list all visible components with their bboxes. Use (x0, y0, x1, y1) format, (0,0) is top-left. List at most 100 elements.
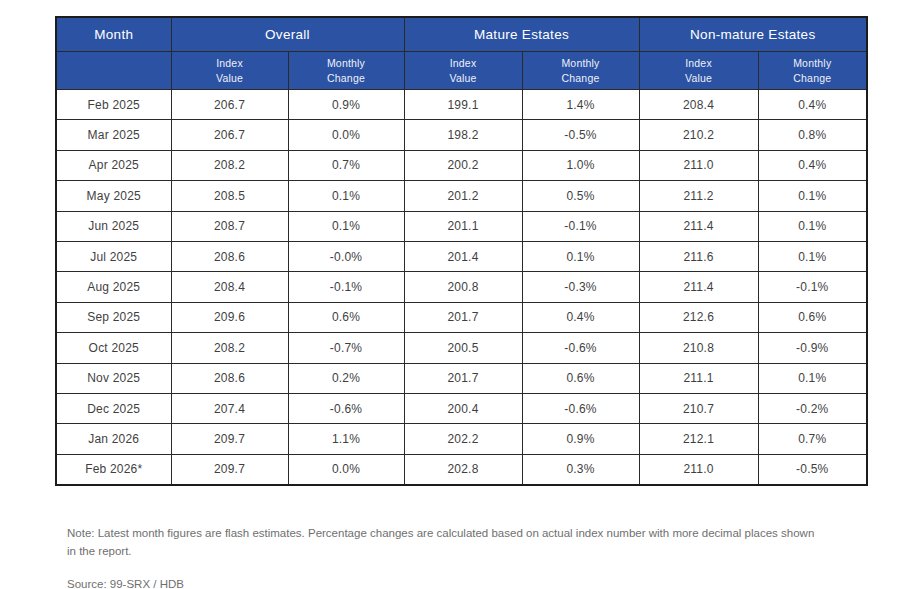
value-cell: 202.2 (404, 424, 522, 454)
value-cell: -0.3% (522, 272, 639, 302)
table-row: Feb 2025206.70.9%199.11.4%208.40.4% (56, 90, 867, 120)
header-overall-change: Monthly Change (288, 52, 404, 90)
footnotes: Note: Latest month figures are flash est… (67, 525, 868, 589)
value-cell: 211.0 (639, 150, 758, 180)
value-cell: 209.6 (171, 302, 288, 332)
value-cell: 200.4 (404, 393, 522, 423)
value-cell: 0.1% (288, 181, 404, 211)
value-cell: 211.4 (639, 211, 758, 241)
value-cell: -0.5% (758, 454, 867, 485)
value-cell: 0.0% (288, 120, 404, 150)
value-cell: 209.7 (171, 454, 288, 485)
value-cell: 0.9% (522, 424, 639, 454)
value-cell: 210.2 (639, 120, 758, 150)
value-cell: 208.6 (171, 241, 288, 271)
value-cell: 206.7 (171, 90, 288, 120)
value-cell: -0.9% (758, 333, 867, 363)
value-cell: 208.2 (171, 333, 288, 363)
value-cell: 0.8% (758, 120, 867, 150)
value-cell: -0.1% (288, 272, 404, 302)
value-cell: -0.7% (288, 333, 404, 363)
value-cell: 210.8 (639, 333, 758, 363)
value-cell: -0.5% (522, 120, 639, 150)
value-cell: -0.6% (522, 393, 639, 423)
month-cell: Dec 2025 (56, 393, 171, 423)
value-cell: 200.8 (404, 272, 522, 302)
value-cell: 1.1% (288, 424, 404, 454)
value-cell: 0.6% (758, 302, 867, 332)
value-cell: 200.2 (404, 150, 522, 180)
report-page: Month Overall Mature Estates Non-mature … (55, 16, 868, 589)
value-cell: 198.2 (404, 120, 522, 150)
value-cell: 211.2 (639, 181, 758, 211)
table-body: Feb 2025206.70.9%199.11.4%208.40.4%Mar 2… (56, 90, 867, 486)
table-row: Jun 2025208.70.1%201.1-0.1%211.40.1% (56, 211, 867, 241)
value-cell: 0.9% (288, 90, 404, 120)
value-cell: 0.6% (288, 302, 404, 332)
month-cell: Jul 2025 (56, 241, 171, 271)
header-group-mature: Mature Estates (404, 17, 639, 52)
month-cell: Jan 2026 (56, 424, 171, 454)
value-cell: 0.7% (758, 424, 867, 454)
value-cell: 208.4 (171, 272, 288, 302)
header-group-nonmature: Non-mature Estates (639, 17, 867, 52)
value-cell: -0.6% (288, 393, 404, 423)
table-row: Sep 2025209.60.6%201.70.4%212.60.6% (56, 302, 867, 332)
value-cell: 0.1% (758, 181, 867, 211)
value-cell: 199.1 (404, 90, 522, 120)
value-cell: -0.2% (758, 393, 867, 423)
value-cell: 211.6 (639, 241, 758, 271)
value-cell: 0.4% (522, 302, 639, 332)
header-month: Month (56, 17, 171, 52)
value-cell: 208.6 (171, 363, 288, 393)
month-cell: Feb 2025 (56, 90, 171, 120)
value-cell: 0.1% (288, 211, 404, 241)
header-group-overall: Overall (171, 17, 404, 52)
month-cell: Oct 2025 (56, 333, 171, 363)
value-cell: 200.5 (404, 333, 522, 363)
header-month-spacer (56, 52, 171, 90)
value-cell: 208.7 (171, 211, 288, 241)
value-cell: 210.7 (639, 393, 758, 423)
value-cell: 206.7 (171, 120, 288, 150)
value-cell: -0.1% (758, 272, 867, 302)
value-cell: -0.6% (522, 333, 639, 363)
month-cell: May 2025 (56, 181, 171, 211)
value-cell: 201.2 (404, 181, 522, 211)
value-cell: 202.8 (404, 454, 522, 485)
value-cell: 211.0 (639, 454, 758, 485)
table-row: Apr 2025208.20.7%200.21.0%211.00.4% (56, 150, 867, 180)
value-cell: 0.6% (522, 363, 639, 393)
value-cell: 212.6 (639, 302, 758, 332)
month-cell: Nov 2025 (56, 363, 171, 393)
value-cell: 0.2% (288, 363, 404, 393)
value-cell: 211.1 (639, 363, 758, 393)
value-cell: 1.0% (522, 150, 639, 180)
value-cell: 207.4 (171, 393, 288, 423)
value-cell: 209.7 (171, 424, 288, 454)
source-text: Source: 99-SRX / HDB (67, 578, 868, 589)
header-group-row: Month Overall Mature Estates Non-mature … (56, 17, 867, 52)
table-row: Nov 2025208.60.2%201.70.6%211.10.1% (56, 363, 867, 393)
value-cell: 0.1% (758, 363, 867, 393)
table-row: Jul 2025208.6-0.0%201.40.1%211.60.1% (56, 241, 867, 271)
value-cell: 201.7 (404, 302, 522, 332)
table-row: Aug 2025208.4-0.1%200.8-0.3%211.4-0.1% (56, 272, 867, 302)
value-cell: 0.1% (758, 211, 867, 241)
table-header: Month Overall Mature Estates Non-mature … (56, 17, 867, 90)
month-cell: Feb 2026* (56, 454, 171, 485)
value-cell: 208.4 (639, 90, 758, 120)
value-cell: 201.4 (404, 241, 522, 271)
value-cell: 0.4% (758, 150, 867, 180)
value-cell: 212.1 (639, 424, 758, 454)
table-row: Mar 2025206.70.0%198.2-0.5%210.20.8% (56, 120, 867, 150)
header-nonmature-change: Monthly Change (758, 52, 867, 90)
value-cell: 211.4 (639, 272, 758, 302)
value-cell: 208.5 (171, 181, 288, 211)
value-cell: 201.1 (404, 211, 522, 241)
header-nonmature-index: Index Value (639, 52, 758, 90)
value-cell: -0.0% (288, 241, 404, 271)
value-cell: 0.1% (522, 241, 639, 271)
header-sub-row: Index Value Monthly Change Index Value M… (56, 52, 867, 90)
table-row: May 2025208.50.1%201.20.5%211.20.1% (56, 181, 867, 211)
